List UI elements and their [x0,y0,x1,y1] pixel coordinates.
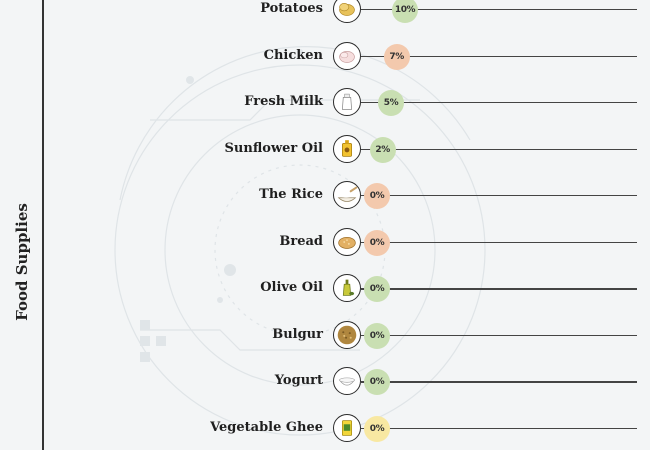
potatoes-icon [333,0,361,23]
value-line [361,9,637,11]
value-badge: 7% [383,43,410,70]
bread-icon [333,227,361,256]
value-badge: 2% [369,136,396,163]
category-label: Bulgur [272,326,323,342]
category-label: Yogurt [274,373,323,389]
category-label: Vegetable Ghee [210,419,323,435]
category-label: The Rice [259,187,323,203]
vegetable-ghee-icon [333,413,361,442]
value-badge: 0% [364,183,390,210]
chart-row-fresh-milk: Fresh Milk 5% [0,88,650,118]
value-badge: 0% [364,229,390,256]
category-label: Sunflower Oil [224,140,323,156]
value-line [361,381,637,383]
value-badge: 0% [364,322,390,349]
category-label: Potatoes [260,1,323,16]
chart-row-the-rice: The Rice 0% [0,181,650,211]
yogurt-icon [333,367,361,396]
chart-row-bread: Bread 0% [0,227,650,258]
olive-oil-icon [333,274,361,303]
value-line [361,334,637,337]
chart-row-sunflower-oil: Sunflower Oil 2% [0,134,650,165]
chart-row-bulgur: Bulgur 0% [0,320,650,351]
chart-row-yogurt: Yogurt 0% [0,367,650,397]
value-line [361,241,637,244]
chart-row-chicken: Chicken 7% [0,41,650,72]
value-line [361,102,637,104]
value-line [361,195,637,197]
value-line [361,427,637,430]
value-line [361,55,637,57]
category-label: Fresh Milk [244,94,323,110]
value-line [361,148,637,150]
chart-row-potatoes: Potatoes 10% [0,0,650,25]
bulgur-icon [333,320,361,349]
y-axis-line [42,0,44,450]
value-badge: 0% [364,276,390,303]
value-badge: 5% [378,90,404,117]
chart-row-vegetable-ghee: Vegetable Ghee 0% [0,413,650,444]
fresh-milk-icon [333,88,361,117]
value-badge: 0% [364,415,390,442]
value-line [361,288,637,290]
sunflower-oil-icon [333,134,361,163]
category-label: Olive Oil [260,280,323,296]
chart-row-olive-oil: Olive Oil 0% [0,274,650,304]
category-label: Bread [279,233,323,249]
value-badge: 10% [392,0,418,23]
category-label: Chicken [263,47,323,63]
value-badge: 0% [364,369,390,396]
rice-icon [333,181,361,210]
chicken-icon [333,41,361,70]
